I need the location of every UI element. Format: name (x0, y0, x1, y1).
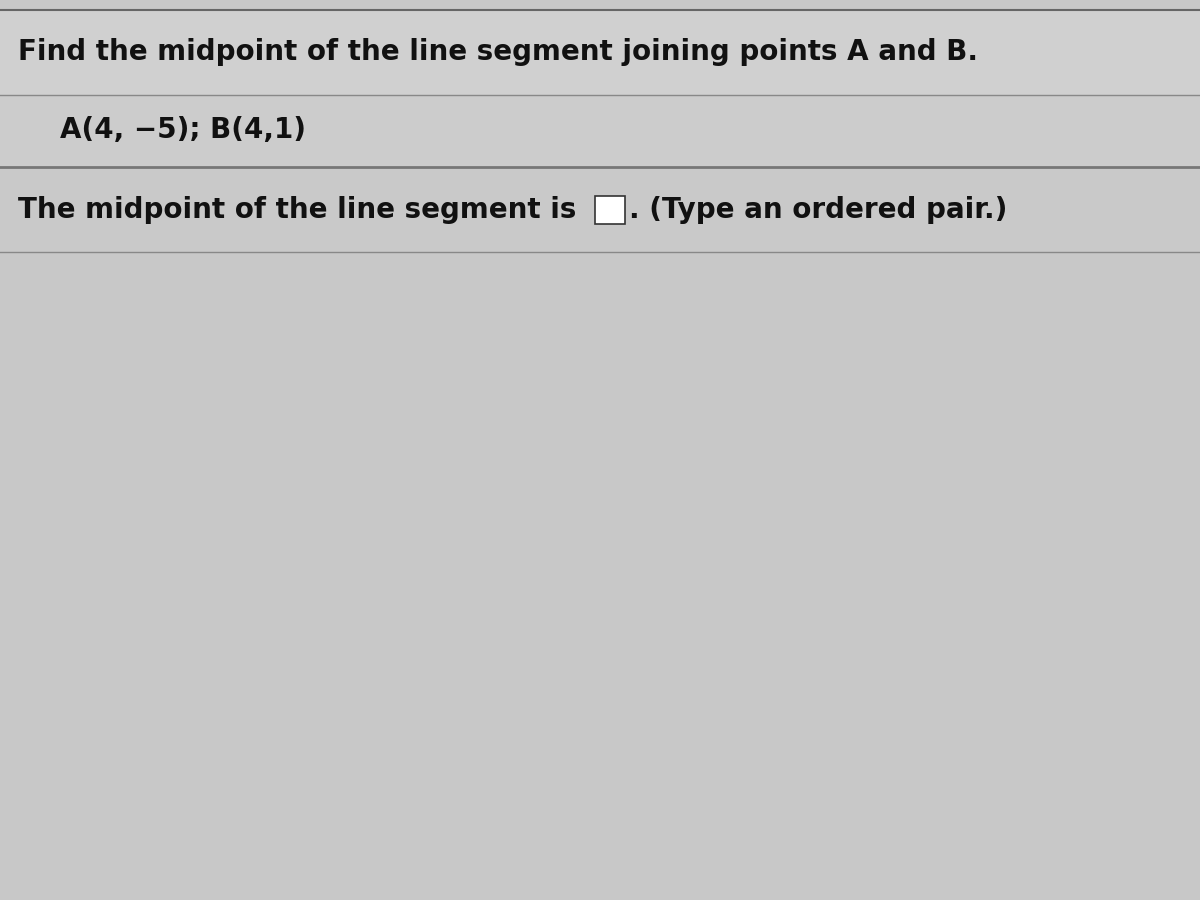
Text: The midpoint of the line segment is: The midpoint of the line segment is (18, 196, 576, 224)
Bar (595, 196, 625, 224)
Bar (0, 167, 1200, 252)
Bar (0, 10, 1200, 95)
Text: A(4, −5); B(4,1): A(4, −5); B(4,1) (60, 116, 306, 144)
Bar (0, 95, 1200, 167)
Text: . (Type an ordered pair.): . (Type an ordered pair.) (629, 196, 1007, 224)
Text: Find the midpoint of the line segment joining points A and B.: Find the midpoint of the line segment jo… (18, 38, 978, 66)
